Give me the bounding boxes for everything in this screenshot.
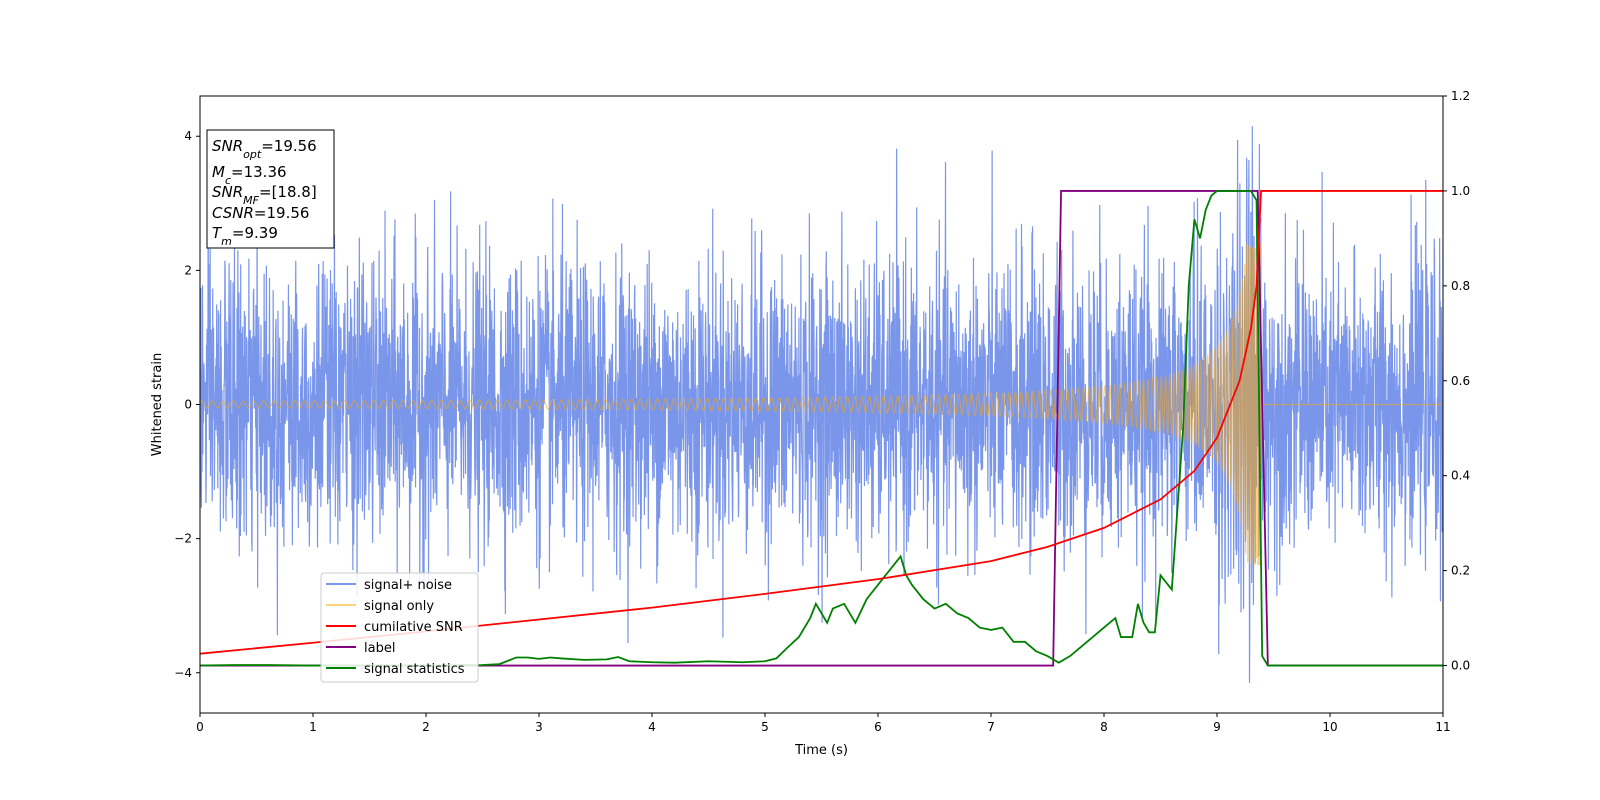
annotation-csnr: CSNR=19.56 xyxy=(212,204,309,222)
x-tick-label-0: 0 xyxy=(196,720,204,734)
y-right-tick-label-3: 0.6 xyxy=(1451,374,1470,388)
annotation-snr-opt: SNRopt=19.56 xyxy=(212,137,317,161)
y-axis-label: Whitened strain xyxy=(150,353,165,456)
x-tick-label-2: 2 xyxy=(422,720,430,734)
y-left-tick-label-3: 2 xyxy=(184,263,192,277)
legend-label-signal-only: signal only xyxy=(364,599,434,614)
y-right-tick-label-2: 0.4 xyxy=(1451,469,1470,483)
ticks-layer: 0 1 2 3 4 5 6 7 8 9 10 11 −4 −2 0 2 4 0.0 0.2 0.4 0.6 0.8 1.0 1… xyxy=(174,89,1470,734)
series-signal-only xyxy=(200,243,1443,566)
y-right-tick-label-6: 1.2 xyxy=(1451,89,1470,103)
y-left-tick-label-0: −4 xyxy=(174,666,192,680)
annotation-snr-mf: SNRMF=[18.8] xyxy=(212,183,317,207)
y-left-tick-label-4: 4 xyxy=(184,129,192,143)
x-tick-label-9: 9 xyxy=(1213,720,1221,734)
y-right-tick-label-5: 1.0 xyxy=(1451,184,1470,198)
annotation-tm: Tm=9.39 xyxy=(212,224,278,248)
legend: signal+ noise signal only cumilative SNR… xyxy=(320,572,479,683)
series-cumulative-snr xyxy=(200,190,1443,655)
series-signal-statistics xyxy=(200,190,1443,667)
annotation-mc: Mc=13.36 xyxy=(212,163,287,187)
x-tick-label-3: 3 xyxy=(535,720,543,734)
x-axis-label: Time (s) xyxy=(794,743,848,758)
x-tick-label-1: 1 xyxy=(309,720,317,734)
x-tick-label-4: 4 xyxy=(648,720,656,734)
y-right-tick-label-1: 0.2 xyxy=(1451,564,1470,578)
series-layer xyxy=(200,126,1443,683)
x-tick-label-5: 5 xyxy=(761,720,769,734)
annotation-box: SNRopt=19.56 Mc=13.36 SNRMF=[18.8] CSNR=… xyxy=(206,129,335,249)
y-left-tick-label-2: 0 xyxy=(184,398,192,412)
legend-label-signal-noise: signal+ noise xyxy=(364,578,452,593)
series-signal-noise xyxy=(200,126,1443,683)
x-tick-label-8: 8 xyxy=(1100,720,1108,734)
legend-label-cumulative-snr: cumilative SNR xyxy=(364,620,463,635)
y-right-tick-label-4: 0.8 xyxy=(1451,279,1470,293)
x-tick-label-6: 6 xyxy=(874,720,882,734)
x-tick-label-10: 10 xyxy=(1322,720,1337,734)
y-left-tick-label-1: −2 xyxy=(174,532,192,546)
x-tick-label-11: 11 xyxy=(1435,720,1450,734)
legend-label-signal-statistics: signal statistics xyxy=(364,662,465,677)
y-right-tick-label-0: 0.0 xyxy=(1451,659,1470,673)
legend-frame xyxy=(320,572,479,683)
legend-label-label: label xyxy=(364,641,395,656)
x-tick-label-7: 7 xyxy=(987,720,995,734)
